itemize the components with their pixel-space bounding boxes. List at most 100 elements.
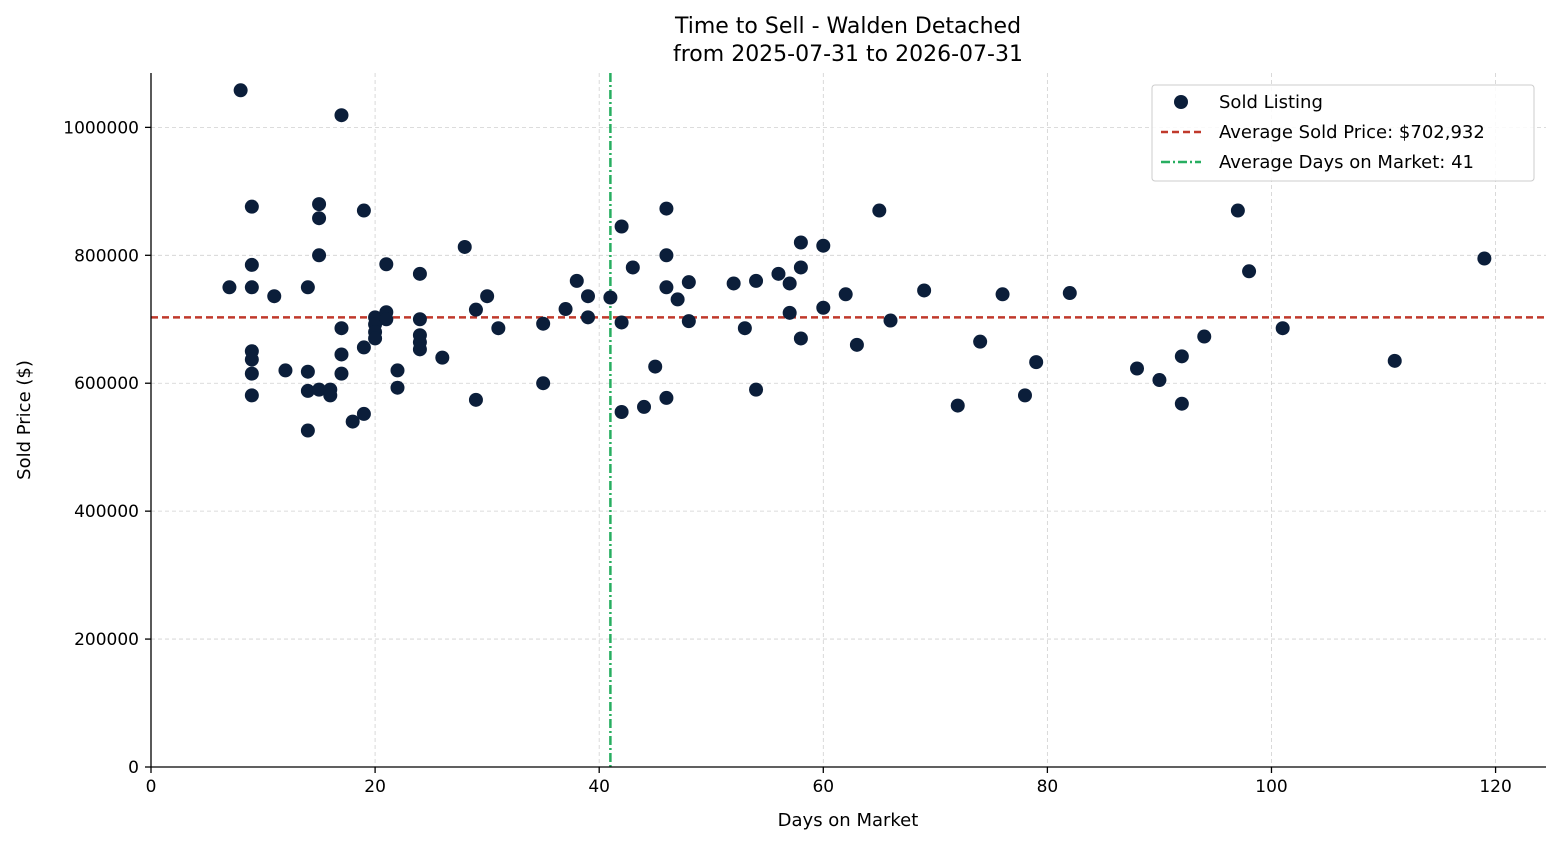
data-point	[390, 380, 405, 395]
data-point	[491, 321, 506, 336]
data-point	[435, 350, 450, 365]
data-point	[1242, 264, 1257, 279]
data-point	[222, 280, 237, 295]
data-point	[614, 405, 629, 420]
y-tick-label: 600000	[74, 374, 139, 394]
data-point	[816, 300, 831, 315]
data-point	[614, 219, 629, 234]
legend-box	[1151, 84, 1535, 182]
data-point	[244, 257, 259, 272]
x-tick-label: 20	[364, 777, 386, 797]
data-points	[222, 83, 1492, 438]
tick-labels: 0 20 40 60 80 100 120 0 200000 400000 600000 800000…	[63, 118, 1512, 797]
data-point	[558, 302, 573, 317]
data-point	[244, 199, 259, 214]
data-point	[1017, 388, 1032, 403]
legend-label-average-days: Average Days on Market: 41	[1219, 152, 1474, 173]
legend-label-sold-listing: Sold Listing	[1219, 92, 1323, 113]
data-point	[334, 366, 349, 381]
data-point	[267, 289, 282, 304]
legend: Sold Listing Average Sold Price: $702,93…	[1151, 84, 1535, 182]
data-point	[637, 399, 652, 414]
data-point	[312, 248, 327, 263]
data-point	[244, 352, 259, 367]
data-point	[793, 235, 808, 250]
data-point	[390, 363, 405, 378]
data-point	[379, 257, 394, 272]
data-point	[300, 423, 315, 438]
data-point	[334, 321, 349, 336]
data-point	[872, 203, 887, 218]
data-point	[816, 238, 831, 253]
chart-subtitle: from 2025-07-31 to 2026-07-31	[673, 42, 1023, 67]
data-point	[1174, 396, 1189, 411]
data-point	[749, 273, 764, 288]
data-point	[356, 406, 371, 421]
data-point	[580, 310, 595, 325]
data-point	[1477, 251, 1492, 266]
x-tick-label: 60	[812, 777, 834, 797]
y-tick-label: 400000	[74, 502, 139, 522]
y-tick-label: 1000000	[63, 118, 139, 138]
data-point	[569, 273, 584, 288]
data-point	[659, 248, 674, 263]
data-point	[625, 260, 640, 275]
data-point	[681, 275, 696, 290]
y-tick-label: 800000	[74, 246, 139, 266]
data-point	[793, 260, 808, 275]
data-point	[995, 287, 1010, 302]
data-point	[670, 292, 685, 307]
data-point	[782, 305, 797, 320]
data-point	[580, 289, 595, 304]
data-point	[883, 313, 898, 328]
data-point	[1130, 361, 1145, 376]
data-point	[480, 289, 495, 304]
data-point	[468, 392, 483, 407]
data-point	[457, 239, 472, 254]
x-tick-label: 100	[1255, 777, 1287, 797]
data-point	[334, 347, 349, 362]
data-point	[1275, 321, 1290, 336]
legend-marker-sold-listing	[1174, 95, 1188, 109]
data-point	[334, 108, 349, 123]
data-point	[1029, 355, 1044, 370]
data-point	[323, 388, 338, 403]
data-point	[300, 280, 315, 295]
data-point	[244, 280, 259, 295]
data-point	[412, 342, 427, 357]
data-point	[681, 314, 696, 329]
data-point	[368, 331, 383, 346]
data-point	[1197, 329, 1212, 344]
data-point	[233, 83, 248, 98]
data-point	[356, 340, 371, 355]
data-point	[603, 290, 618, 305]
y-tick-label: 0	[128, 758, 139, 778]
data-point	[726, 276, 741, 291]
legend-label-average-price: Average Sold Price: $702,932	[1219, 122, 1485, 143]
x-tick-label: 120	[1479, 777, 1511, 797]
data-point	[849, 337, 864, 352]
data-point	[917, 283, 932, 298]
data-point	[412, 312, 427, 327]
data-point	[536, 316, 551, 331]
data-point	[614, 315, 629, 330]
data-point	[749, 382, 764, 397]
y-tick-label: 200000	[74, 630, 139, 650]
chart-title: Time to Sell - Walden Detached	[674, 14, 1021, 39]
data-point	[648, 359, 663, 374]
x-tick-label: 40	[588, 777, 610, 797]
data-point	[771, 266, 786, 281]
data-point	[950, 398, 965, 413]
data-point	[536, 376, 551, 391]
data-point	[659, 390, 674, 405]
data-point	[244, 366, 259, 381]
data-point	[659, 201, 674, 216]
data-point	[1152, 373, 1167, 388]
data-point	[356, 203, 371, 218]
data-point	[1230, 203, 1245, 218]
data-point	[312, 211, 327, 226]
data-point	[737, 321, 752, 336]
data-point	[782, 276, 797, 291]
